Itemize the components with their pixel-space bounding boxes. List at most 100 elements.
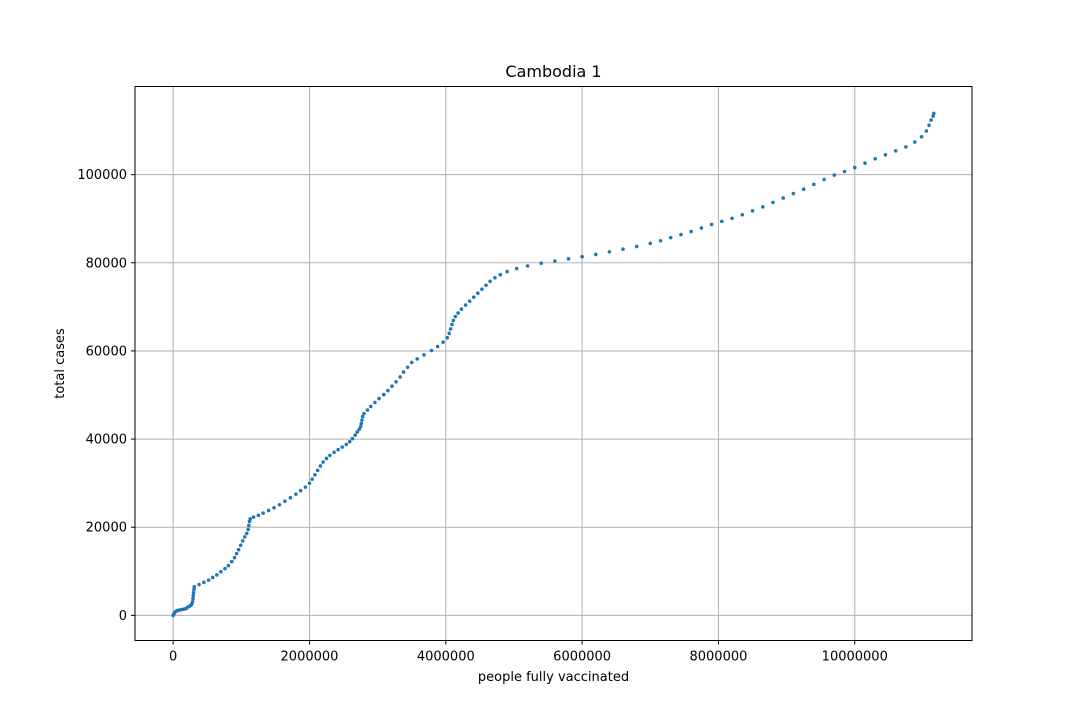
x-axis-ticks: 0 2000000 4000000 6000000 8000000 10000000 xyxy=(169,640,888,665)
data-point xyxy=(498,272,503,277)
data-point xyxy=(232,555,237,560)
data-point xyxy=(219,569,223,574)
data-point xyxy=(394,379,398,384)
data-point xyxy=(409,360,414,365)
data-point xyxy=(456,311,460,315)
data-point xyxy=(214,573,219,577)
data-point xyxy=(634,244,639,249)
x-tick-label: 0 xyxy=(169,650,177,665)
data-point xyxy=(377,396,381,401)
data-point xyxy=(932,111,936,116)
data-point xyxy=(355,430,360,434)
data-point xyxy=(476,291,480,296)
data-point xyxy=(450,322,454,327)
data-point xyxy=(191,593,196,598)
grid-lines xyxy=(135,86,972,641)
data-points xyxy=(171,111,936,618)
data-point xyxy=(315,468,320,473)
data-point xyxy=(261,511,265,515)
data-point xyxy=(357,427,362,432)
data-point xyxy=(863,161,867,165)
data-point xyxy=(750,208,755,213)
data-point xyxy=(852,165,857,170)
data-point xyxy=(648,241,653,246)
x-tick-label: 2000000 xyxy=(281,650,339,665)
data-point xyxy=(720,219,724,224)
data-point xyxy=(234,551,239,556)
data-point xyxy=(607,249,612,254)
data-point xyxy=(359,421,364,426)
data-point xyxy=(435,344,440,349)
data-point xyxy=(919,134,924,139)
data-point xyxy=(447,331,452,336)
data-point xyxy=(381,392,386,397)
data-point xyxy=(360,414,365,419)
data-point xyxy=(405,365,410,370)
data-point xyxy=(679,232,683,237)
data-point xyxy=(471,295,476,299)
data-point xyxy=(350,436,355,441)
data-point xyxy=(373,400,377,405)
data-point xyxy=(842,169,847,174)
data-point xyxy=(791,191,796,196)
data-point xyxy=(514,266,519,271)
data-point xyxy=(505,269,509,274)
data-point xyxy=(202,580,206,585)
data-point xyxy=(760,205,765,209)
data-point xyxy=(566,257,571,261)
y-tick-label: 60000 xyxy=(86,344,127,359)
y-tick-label: 40000 xyxy=(86,433,127,448)
data-point xyxy=(226,563,231,568)
data-point xyxy=(912,140,917,144)
data-point xyxy=(429,348,434,353)
data-point xyxy=(771,200,775,205)
data-point xyxy=(272,506,276,510)
data-point xyxy=(740,212,745,217)
x-tick-label: 8000000 xyxy=(689,650,747,665)
data-point xyxy=(386,388,390,393)
data-point xyxy=(240,539,245,543)
data-point xyxy=(484,283,488,288)
data-point xyxy=(360,418,364,422)
data-point xyxy=(893,149,898,153)
x-tick-label: 6000000 xyxy=(553,650,611,665)
data-point xyxy=(298,488,303,493)
data-point xyxy=(294,492,298,496)
data-point xyxy=(593,252,598,257)
data-point xyxy=(197,582,201,587)
data-point xyxy=(832,173,837,177)
data-point xyxy=(448,327,453,331)
data-point xyxy=(658,238,663,243)
data-point xyxy=(445,335,449,340)
data-point xyxy=(668,235,673,240)
data-point xyxy=(229,559,234,564)
data-point xyxy=(441,340,445,344)
data-point xyxy=(580,254,584,259)
data-point xyxy=(251,515,256,519)
y-tick-label: 20000 xyxy=(86,521,127,536)
y-tick-label: 0 xyxy=(119,609,127,624)
data-point xyxy=(927,123,931,128)
data-point xyxy=(313,472,317,477)
y-axis-label: total cases xyxy=(53,328,68,399)
data-point xyxy=(340,445,345,449)
y-axis-ticks: 0 20000 40000 60000 80000 100000 xyxy=(77,168,135,624)
data-point xyxy=(621,247,625,251)
data-point xyxy=(191,590,196,595)
data-point xyxy=(256,513,261,518)
data-point xyxy=(459,307,464,311)
data-point xyxy=(467,299,472,303)
y-tick-label: 80000 xyxy=(86,256,127,271)
data-point xyxy=(321,460,325,464)
data-point xyxy=(924,129,929,133)
data-point xyxy=(453,314,458,319)
data-point xyxy=(266,508,271,513)
data-point xyxy=(192,584,197,589)
data-point xyxy=(318,464,323,468)
data-point xyxy=(801,187,806,191)
data-point xyxy=(904,145,908,149)
data-point xyxy=(390,384,394,388)
data-point xyxy=(223,566,227,571)
data-point xyxy=(206,578,211,582)
